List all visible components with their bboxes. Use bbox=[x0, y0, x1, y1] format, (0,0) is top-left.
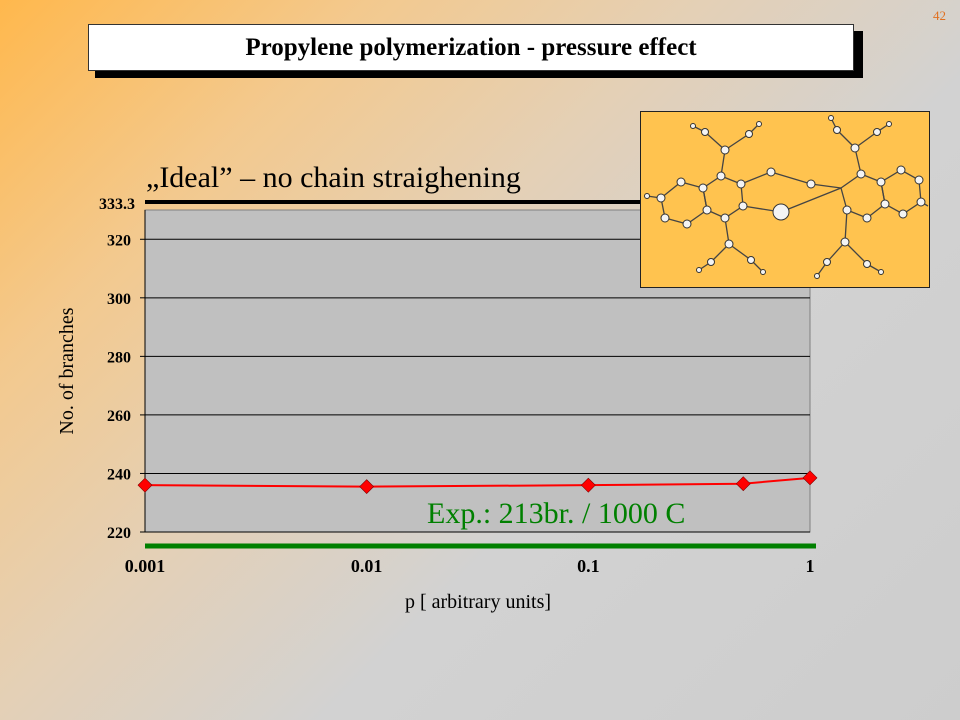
y-tick-label: 280 bbox=[107, 349, 131, 366]
data-point bbox=[359, 479, 375, 495]
molecule-structure-image bbox=[640, 111, 930, 288]
x-tick-label: 1 bbox=[806, 556, 815, 576]
y-tick-label: 240 bbox=[107, 466, 131, 483]
catalyst-molecule-icon bbox=[644, 115, 929, 279]
y-tick-label: 300 bbox=[107, 291, 131, 308]
exp-label: Exp.: 213br. / 1000 C bbox=[427, 497, 685, 530]
ideal-value-label: 333.3 bbox=[99, 196, 135, 213]
x-tick-label: 0.01 bbox=[351, 556, 383, 576]
y-tick-label: 320 bbox=[107, 232, 131, 249]
slide-title: Propylene polymerization - pressure effe… bbox=[88, 24, 854, 71]
slide-number: 42 bbox=[933, 8, 946, 23]
y-tick-label: 260 bbox=[107, 408, 131, 425]
y-tick-label: 220 bbox=[107, 525, 131, 542]
data-point bbox=[137, 477, 153, 493]
data-point bbox=[802, 470, 818, 486]
data-point bbox=[735, 476, 751, 492]
x-tick-label: 0.1 bbox=[577, 556, 600, 576]
x-axis-title: p [ arbitrary units] bbox=[405, 591, 551, 613]
x-tick-label: 0.001 bbox=[125, 556, 166, 576]
y-axis-title: No. of branches bbox=[56, 307, 78, 434]
data-point bbox=[580, 477, 596, 493]
ideal-label: „Ideal” – no chain straighening bbox=[146, 161, 521, 194]
